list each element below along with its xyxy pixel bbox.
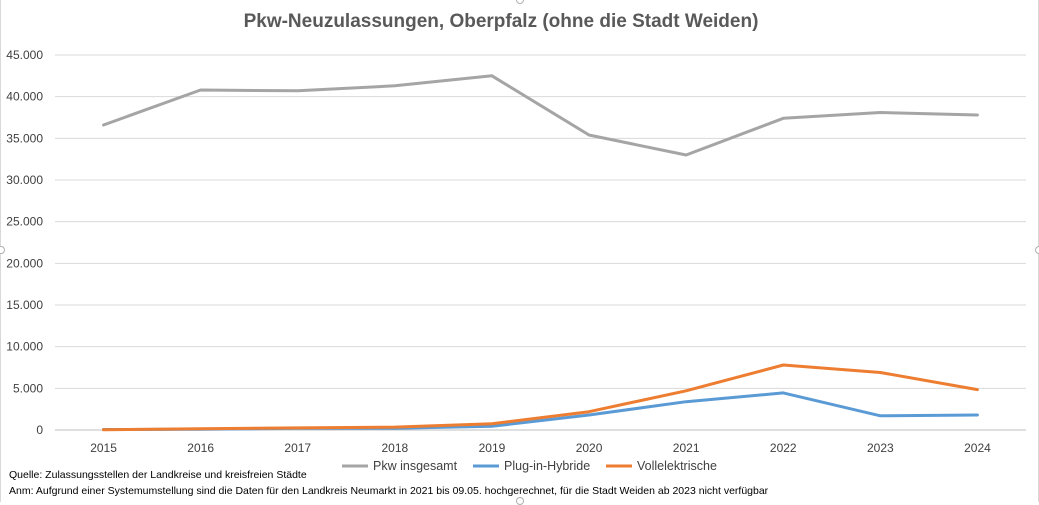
legend-label-vollelektrische: Vollelektrische	[637, 459, 717, 473]
legend-label-pkw-insgesamt: Pkw insgesamt	[373, 459, 458, 473]
x-axis-ticks: 2015 2016 2017 2018 2019 2020 2021 2022 2023 2024	[90, 441, 991, 455]
chart-title: Pkw-Neuzulassungen, Oberpfalz (ohne die …	[244, 11, 759, 32]
x-tick-label: 2024	[964, 441, 991, 455]
y-tick-label: 35.000	[6, 131, 43, 145]
y-tick-label: 25.000	[6, 215, 43, 229]
right-resize-handle[interactable]	[1035, 246, 1039, 254]
gridlines	[55, 54, 1026, 431]
remark-note: Anm: Aufgrund einer Systemumstellung sin…	[9, 485, 769, 497]
series-line-plug-in-hybride	[102, 391, 979, 431]
series-line-vollelektrische	[102, 363, 979, 432]
x-tick-label: 2022	[770, 441, 797, 455]
y-tick-label: 15.000	[6, 298, 43, 312]
x-tick-label: 2021	[673, 441, 700, 455]
series-line-pkw-insgesamt	[102, 74, 979, 157]
y-tick-label: 45.000	[6, 48, 43, 62]
y-tick-label: 0	[36, 423, 43, 437]
y-tick-label: 20.000	[6, 256, 43, 270]
y-axis-ticks: 0 5.000 10.000 15.000 20.000 25.000 30.000 35.0…	[6, 48, 43, 437]
x-tick-label: 2019	[479, 441, 506, 455]
x-tick-label: 2020	[576, 441, 603, 455]
series-lines	[102, 74, 979, 432]
x-tick-label: 2018	[381, 441, 408, 455]
source-note: Quelle: Zulassungsstellen der Landkreise…	[9, 469, 307, 481]
legend: Pkw insgesamt Plug-in-Hybride Vollelektris…	[342, 459, 717, 473]
y-tick-label: 5.000	[13, 381, 43, 395]
y-tick-label: 30.000	[6, 173, 43, 187]
x-tick-label: 2017	[284, 441, 311, 455]
left-resize-handle[interactable]	[0, 246, 5, 254]
y-tick-label: 40.000	[6, 90, 43, 104]
x-tick-label: 2016	[187, 441, 214, 455]
y-tick-label: 10.000	[6, 340, 43, 354]
x-tick-label: 2015	[90, 441, 117, 455]
legend-label-plug-in-hybride: Plug-in-Hybride	[504, 459, 590, 473]
x-tick-label: 2023	[867, 441, 894, 455]
